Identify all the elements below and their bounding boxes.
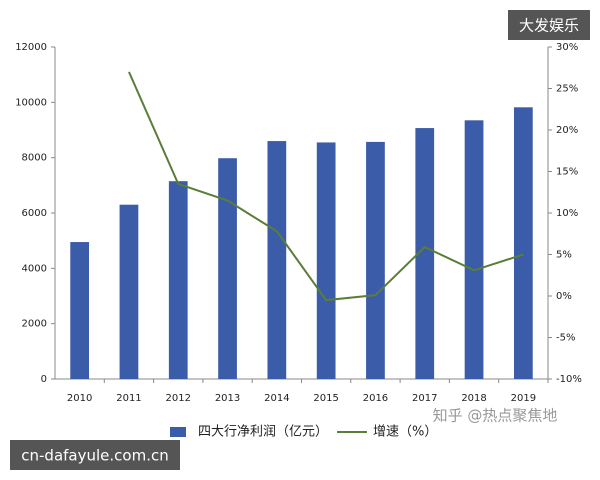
bar — [366, 141, 385, 379]
bar — [168, 181, 188, 379]
y-tick-label: 6000 — [22, 208, 47, 219]
x-tick-label: 2018 — [461, 393, 486, 404]
x-tick-label: 2010 — [67, 393, 92, 404]
x-tick-label: 2014 — [264, 393, 289, 404]
bar — [513, 107, 533, 380]
watermark-box — [10, 440, 180, 470]
x-tick-label: 2011 — [116, 393, 141, 404]
y-tick-label: 4000 — [22, 263, 47, 274]
watermark: cn-dafayule.com.cn — [21, 447, 168, 465]
x-tick-label: 2015 — [313, 393, 338, 404]
bar — [70, 242, 90, 379]
legend-label: 四大行净利润（亿元） — [198, 425, 328, 440]
bar — [316, 142, 336, 379]
y2-tick-label: -5% — [556, 333, 575, 344]
y2-tick-label: 30% — [556, 42, 578, 53]
y2-tick-label: 10% — [556, 208, 578, 219]
y-tick-label: 0 — [41, 374, 47, 385]
x-tick-label: 2016 — [363, 393, 388, 404]
x-tick-label: 2013 — [215, 393, 240, 404]
x-tick-label: 2017 — [412, 393, 437, 404]
y-tick-label: 2000 — [22, 319, 47, 330]
x-tick-label: 2012 — [166, 393, 191, 404]
y2-tick-label: 25% — [556, 84, 578, 95]
watermark: 大发娱乐 — [519, 17, 579, 35]
y-tick-label: 10000 — [15, 97, 47, 108]
y2-tick-label: -10% — [556, 374, 582, 385]
bar — [415, 128, 435, 379]
y2-tick-label: 20% — [556, 125, 578, 136]
x-tick-label: 2019 — [511, 393, 536, 404]
watermark-box — [508, 10, 590, 40]
y2-tick-label: 15% — [556, 167, 578, 178]
y-tick-label: 12000 — [15, 42, 47, 53]
legend-swatch — [170, 427, 186, 437]
bar — [267, 141, 287, 379]
y2-tick-label: 0% — [556, 291, 572, 302]
y-tick-label: 8000 — [22, 153, 47, 164]
bar — [218, 158, 237, 379]
y2-tick-label: 5% — [556, 250, 572, 261]
line — [128, 71, 524, 302]
bar — [464, 120, 484, 380]
watermark: 知乎 @热点聚焦地 — [433, 407, 558, 425]
legend-label: 增速（%） — [373, 425, 437, 440]
bar — [119, 204, 139, 379]
